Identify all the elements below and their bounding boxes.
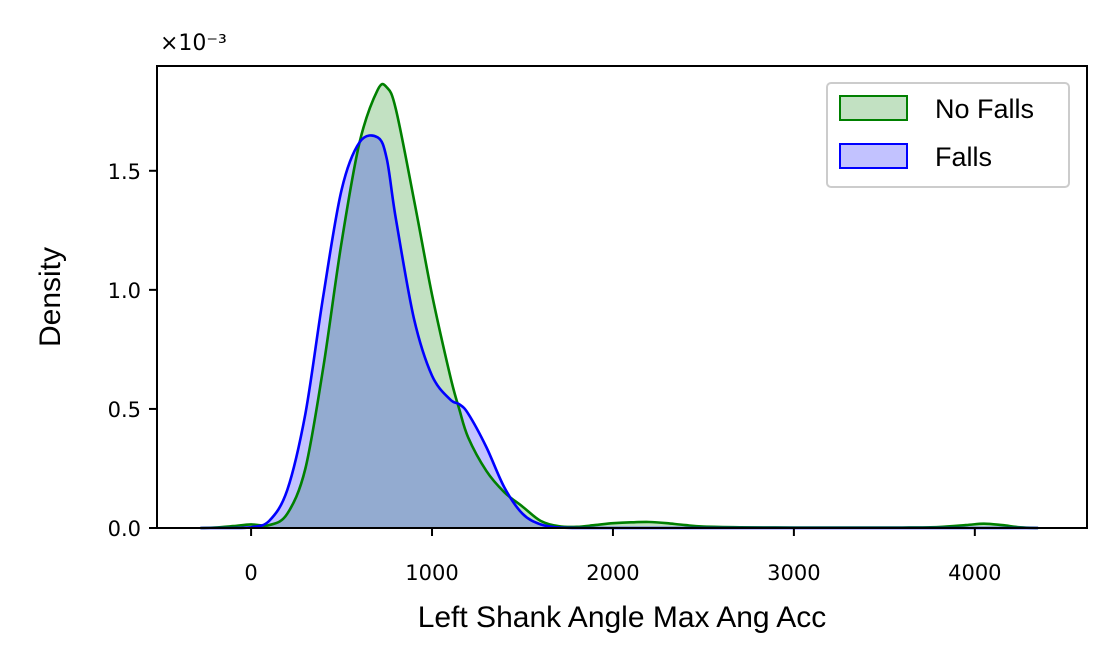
x-tick-label: 3000 [767,561,820,585]
legend-swatch-no-falls [839,95,908,121]
y-tick-label: 0.5 [108,398,141,422]
area-falls [200,135,1039,528]
legend-label-no-falls: No Falls [935,94,1034,124]
area-no-falls [200,84,1039,528]
plot-frame [156,65,1088,529]
y-scale-factor: ×10⁻³ [160,31,227,56]
x-axis-ticks: 0 1000 2000 3000 4000 [244,528,1002,585]
x-tick-label: 0 [244,561,257,585]
y-tick-label: 0.0 [108,517,141,541]
x-tick-label: 1000 [405,561,458,585]
y-tick-label: 1.0 [108,279,141,303]
y-tick-label: 1.5 [108,160,141,184]
x-tick-label: 2000 [586,561,639,585]
y-axis-ticks: 0.0 0.5 1.0 1.5 [108,160,157,541]
legend-label-falls: Falls [935,142,992,172]
legend-swatch-falls [839,143,908,169]
legend: No Falls Falls [826,82,1070,188]
y-axis-label: Density [34,247,67,347]
x-axis-label: Left Shank Angle Max Ang Acc [418,601,827,634]
series-fills [200,84,1039,528]
legend-box [826,82,1070,188]
x-tick-label: 4000 [948,561,1001,585]
